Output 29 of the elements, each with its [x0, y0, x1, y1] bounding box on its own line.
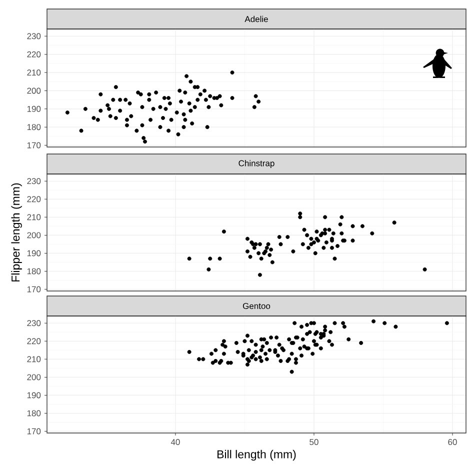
- y-tick-label: 190: [27, 106, 41, 112]
- y-tick-label: 220: [27, 338, 41, 344]
- chart-title: Adelie: [244, 16, 268, 22]
- y-tick-label: 170: [27, 142, 41, 148]
- x-tick-label: 40: [170, 439, 180, 446]
- y-tick-label: 200: [27, 374, 41, 380]
- y-tick-label: 230: [27, 178, 41, 184]
- y-tick-label: 170: [27, 428, 41, 434]
- x-axis-title: Bill length (mm): [218, 450, 296, 461]
- chart-title: Gentoo: [242, 302, 270, 309]
- y-tick-label: 190: [27, 250, 41, 256]
- y-tick-label: 220: [27, 51, 41, 58]
- y-tick-label: 230: [27, 320, 41, 326]
- y-axis-title: Flipper length (mm): [11, 183, 22, 282]
- y-tick-label: 180: [27, 410, 41, 416]
- y-tick-label: 170: [27, 286, 41, 292]
- y-tick-label: 210: [27, 356, 41, 362]
- y-tick-label: 200: [27, 88, 41, 94]
- x-tick-label: 60: [448, 439, 457, 446]
- y-tick-label: 200: [27, 232, 41, 238]
- y-tick-label: 190: [27, 392, 41, 398]
- y-tick-label: 180: [27, 268, 41, 274]
- y-tick-label: 220: [27, 196, 41, 202]
- chart-title: Chinstrap: [238, 160, 274, 168]
- y-tick-label: 180: [27, 124, 41, 130]
- x-tick-label: 50: [310, 439, 318, 446]
- y-tick-label: 210: [27, 214, 41, 220]
- y-tick-label: 230: [27, 33, 41, 40]
- y-tick-label: 210: [27, 70, 41, 76]
